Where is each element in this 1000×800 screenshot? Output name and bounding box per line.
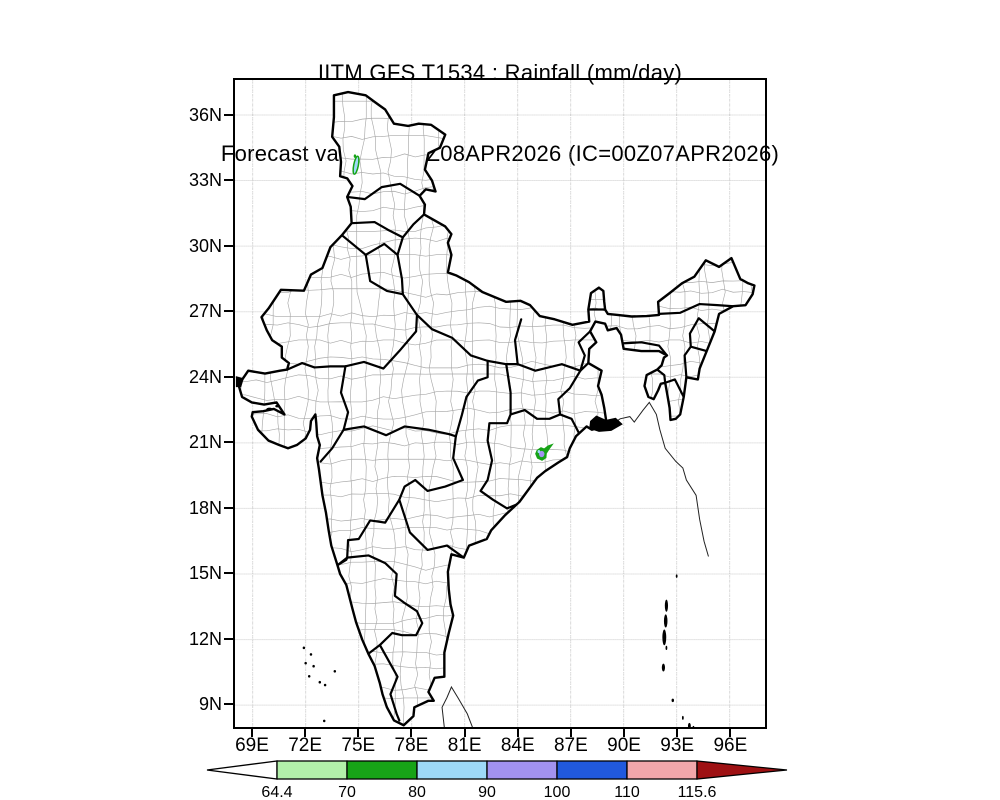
neighbor-coastlines [442,402,708,727]
india-rainfall-map [235,80,765,727]
delta-marsh-patches [235,376,623,432]
x-axis-tick-label: 78E [394,735,429,756]
y-axis-tick-mark [224,375,233,378]
colorbar-over-arrow [696,760,788,780]
title-line-1: IITM GFS T1534 : Rainfall (mm/day) [317,60,683,85]
y-axis-tick-label: 24N [188,366,222,387]
x-axis-tick-mark [569,729,572,737]
x-axis-tick-label: 90E [607,735,641,756]
x-axis-tick-mark [729,729,732,737]
colorbar-tick-label: 110 [614,784,640,800]
state-boundaries [287,184,733,721]
x-axis-tick-label: 81E [447,735,482,756]
x-axis-tick-mark [516,729,519,737]
colorbar-segment [276,760,348,780]
colorbar-under-arrow [206,760,278,780]
colorbar-tick-label: 70 [338,784,356,800]
colorbar-segment [626,760,698,780]
colorbar-tick-label: 80 [408,784,426,800]
map-frame [233,78,767,729]
colorbar-tick-label: 100 [544,784,571,800]
island-chains [302,574,695,727]
x-axis-tick-mark [251,729,253,737]
y-axis-tick-label: 9N [198,693,222,714]
y-axis-tick-label: 33N [188,170,222,191]
colorbar-segment [416,760,488,780]
india-outline [239,92,755,725]
x-axis-tick-label: 84E [500,735,535,756]
rain-cell-jammu-kashmir [352,156,360,175]
x-axis-tick-label: 93E [660,735,695,756]
y-axis-tick-mark [224,572,233,575]
colorbar-tick-label: 90 [478,784,496,800]
y-axis-tick-label: 36N [188,105,222,125]
x-axis-tick-label: 96E [713,735,748,756]
x-axis-tick-label: 87E [553,735,588,756]
y-axis-tick-mark [224,637,233,640]
y-axis-tick-mark [224,179,233,182]
y-axis-tick-label: 15N [188,563,222,584]
y-axis-tick-mark [224,702,233,705]
x-axis-tick-label: 75E [341,735,376,756]
x-axis-tick-mark [463,729,466,737]
y-axis-tick-mark [224,506,233,509]
x-axis-tick-mark [410,729,413,737]
rainfall-cells [352,154,552,460]
colorbar-tick-label: 115.6 [678,784,717,800]
x-axis-tick-mark [304,729,307,737]
y-axis-tick-mark [224,441,233,444]
y-axis-tick-mark [224,310,233,313]
x-axis-tick-mark [357,729,360,737]
colorbar-segment [346,760,418,780]
x-axis-tick-mark [676,729,679,737]
y-axis-tick-mark [224,244,233,247]
colorbar-tick-label: 64.4 [261,784,292,800]
y-axis-tick-label: 21N [188,432,222,453]
colorbar-legend: 64.4 70 80 90 100 110 115.6 [206,760,788,800]
colorbar-segment [486,760,558,780]
y-axis-tick-label: 27N [188,301,222,322]
y-axis-tick-label: 30N [188,235,222,256]
y-axis-tick-label: 18N [188,497,222,518]
colorbar-segment [556,760,628,780]
x-axis-tick-label: 72E [288,735,323,756]
y-axis-tick-label: 12N [188,628,222,649]
x-axis-tick-label: 69E [235,735,269,756]
y-axis-tick-mark [224,114,233,116]
x-axis-tick-mark [623,729,626,737]
